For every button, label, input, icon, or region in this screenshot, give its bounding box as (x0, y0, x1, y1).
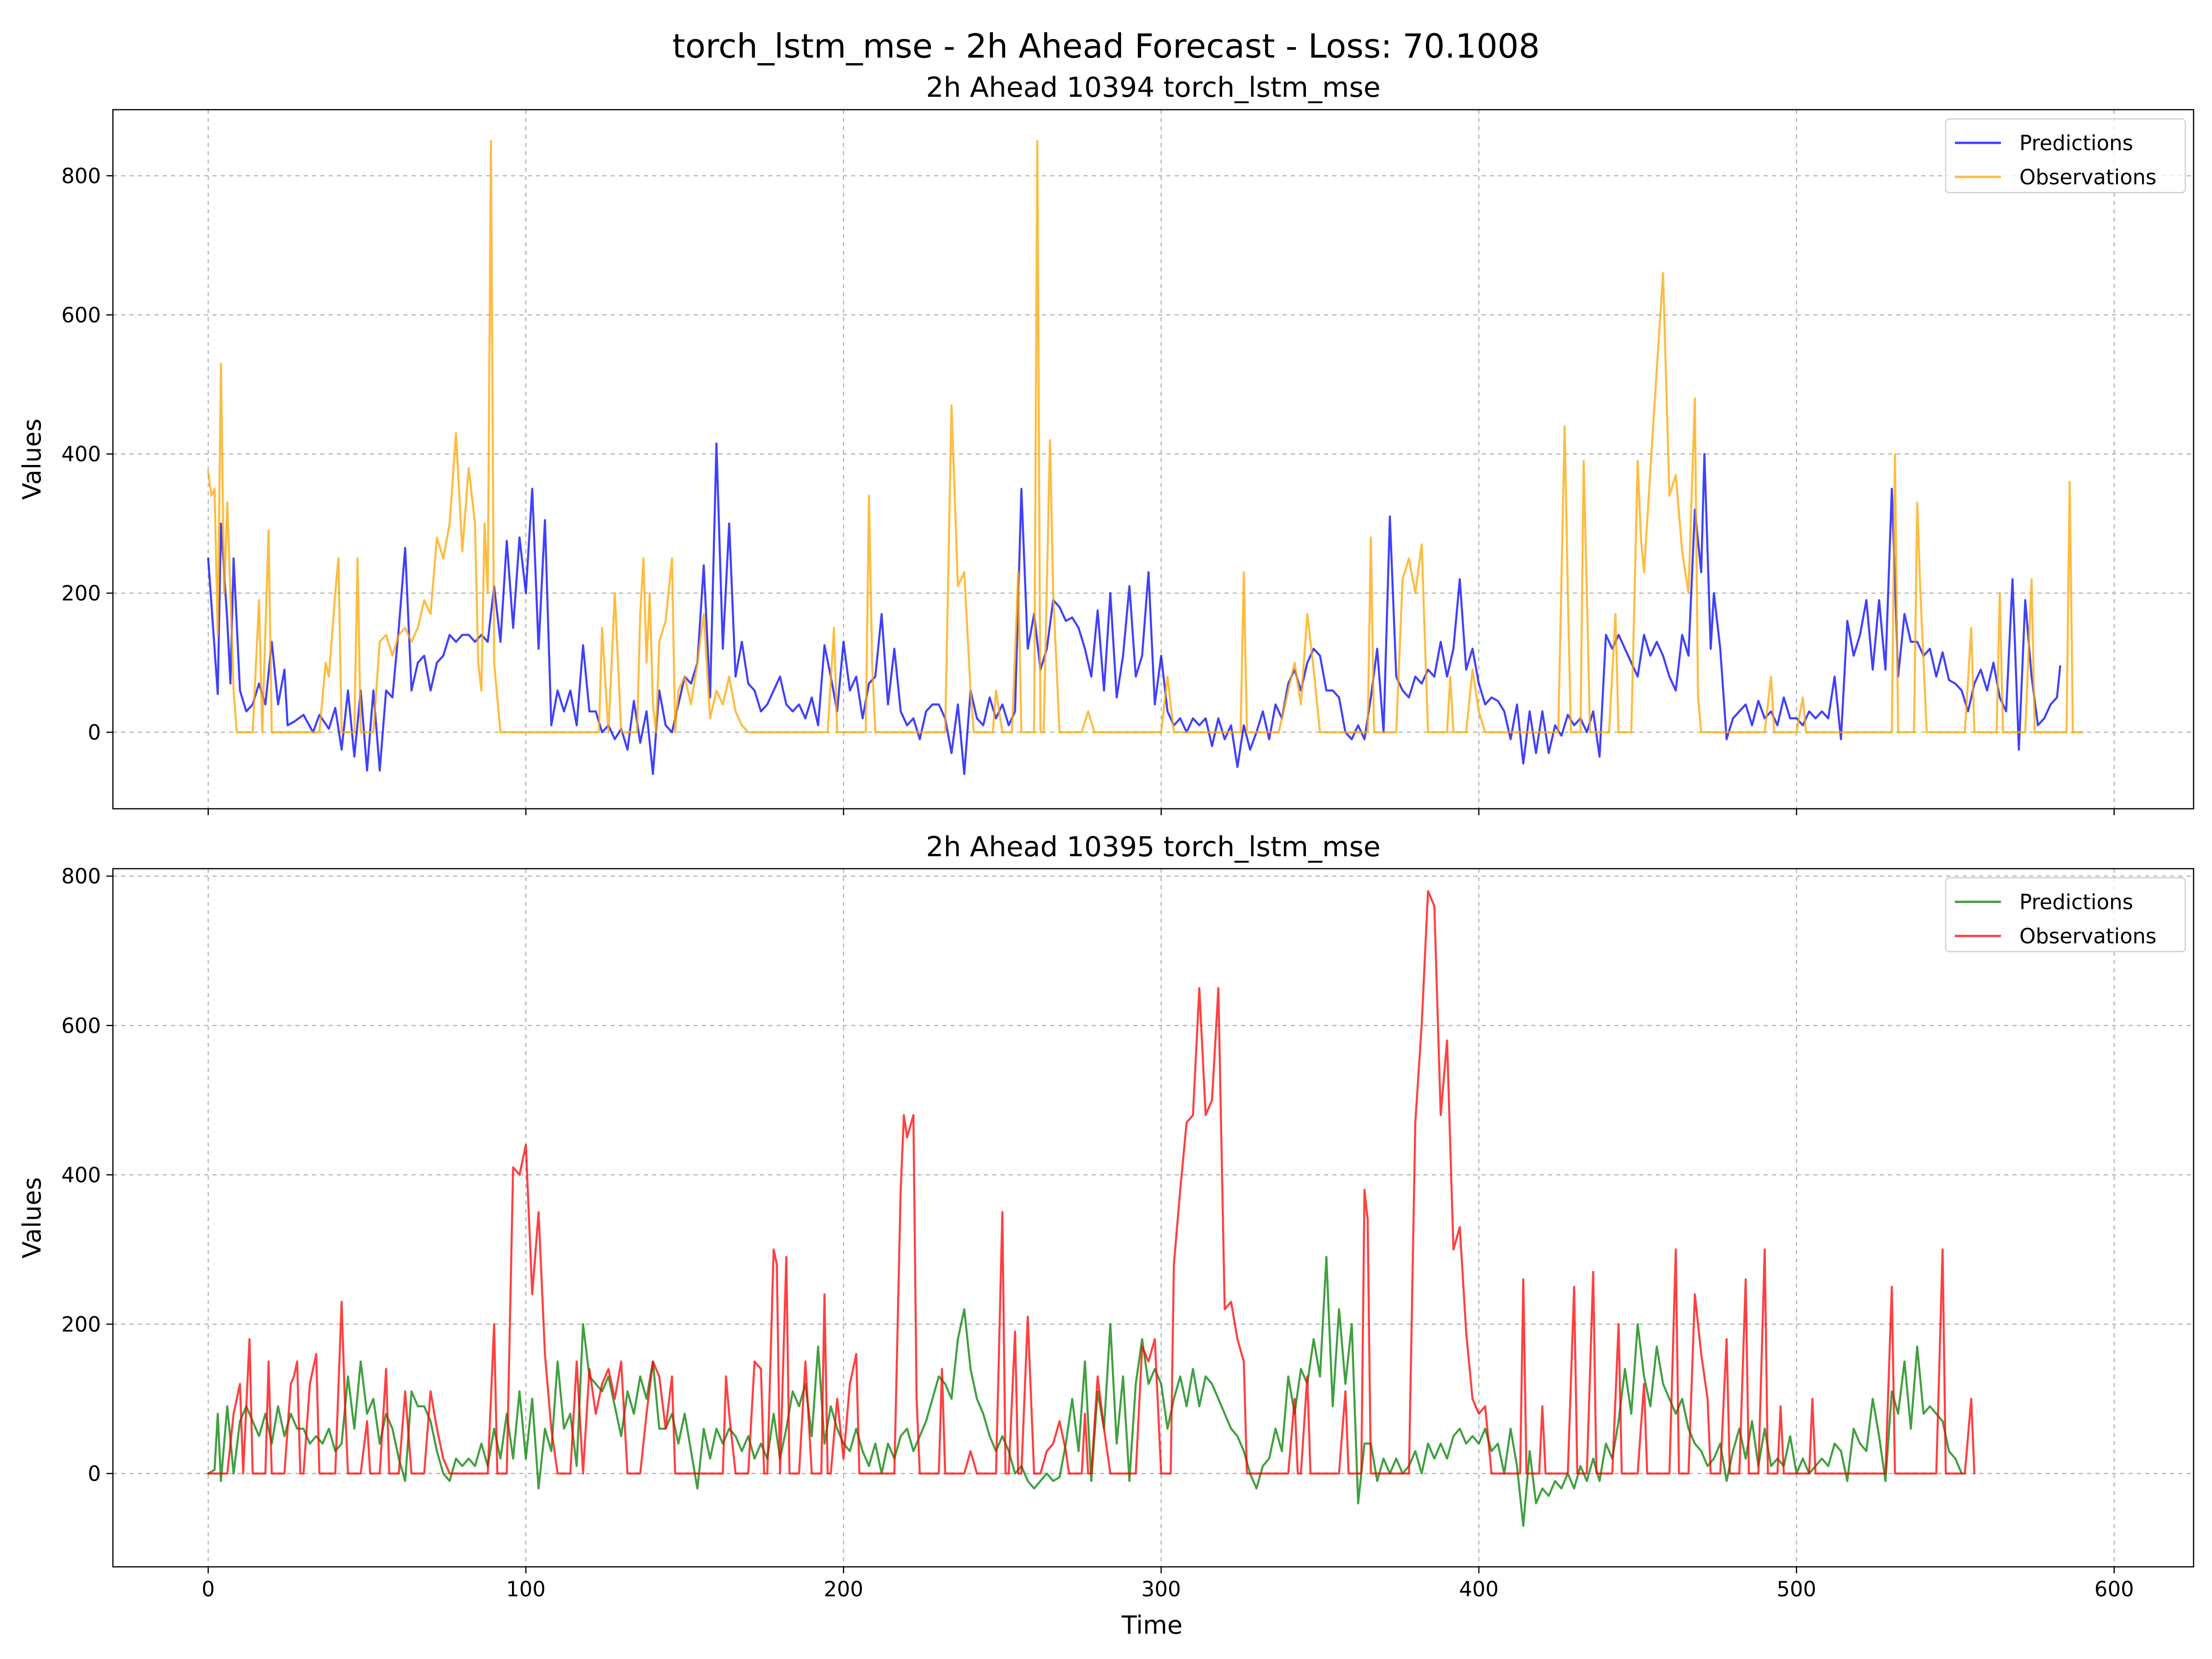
bottom-ytick-label-0: 0 (88, 1461, 101, 1486)
bottom-ylabel: Values (18, 1177, 47, 1258)
top-legend-box (1945, 118, 2186, 194)
bottom-xtick-label-500: 500 (1777, 1577, 1816, 1601)
bottom-series-predictions-line (207, 1256, 1963, 1527)
top-legend-label-observations: Observations (2019, 165, 2156, 189)
bottom-axes-frame (112, 868, 2194, 1568)
top-axes-frame (112, 109, 2194, 810)
bottom-xtick-label-300: 300 (1141, 1577, 1181, 1601)
bottom-ytick-label-600: 600 (61, 1013, 101, 1038)
bottom-xtick-label-200: 200 (824, 1577, 863, 1601)
top-ylabel: Values (18, 418, 47, 500)
bottom-legend-label-predictions: Predictions (2019, 890, 2133, 914)
top-legend: Predictions Observations (1945, 118, 2186, 194)
figure-xlabel: Time (1121, 1611, 1182, 1640)
top-ytick-label-800: 800 (61, 164, 101, 188)
top-ytick-label-600: 600 (61, 303, 101, 327)
top-legend-label-predictions: Predictions (2019, 131, 2133, 155)
bottom-legend: Predictions Observations (1945, 877, 2186, 953)
top-panel-10394: 0 200 400 600 800 2h Ahead 10394 torch_lstm_m… (18, 71, 2194, 815)
top-ytick-label-400: 400 (61, 442, 101, 466)
bottom-panel-10395: 0 100 200 300 400 500 600 0 200 400 600 800 2h Ahead… (18, 831, 2194, 1601)
bottom-xtick-label-0: 0 (201, 1577, 215, 1601)
bottom-xtick-label-600: 600 (2094, 1577, 2134, 1601)
top-series-predictions-line (207, 442, 2061, 775)
top-series-observations-line (207, 140, 2083, 734)
bottom-xtick-label-400: 400 (1459, 1577, 1499, 1601)
figure-suptitle: torch_lstm_mse - 2h Ahead Forecast - Los… (672, 27, 1540, 65)
top-ytick-label-0: 0 (88, 720, 101, 745)
bottom-ytick-label-200: 200 (61, 1312, 101, 1336)
bottom-axes-title: 2h Ahead 10395 torch_lstm_mse (926, 831, 1380, 863)
bottom-ytick-label-400: 400 (61, 1163, 101, 1187)
bottom-series-observations-line (207, 890, 1976, 1475)
top-axes-title: 2h Ahead 10394 torch_lstm_mse (926, 71, 1380, 104)
top-ytick-label-200: 200 (61, 581, 101, 606)
bottom-legend-label-observations: Observations (2019, 924, 2156, 948)
bottom-ytick-label-800: 800 (61, 864, 101, 888)
bottom-xtick-label-100: 100 (506, 1577, 546, 1601)
bottom-legend-box (1945, 877, 2186, 953)
